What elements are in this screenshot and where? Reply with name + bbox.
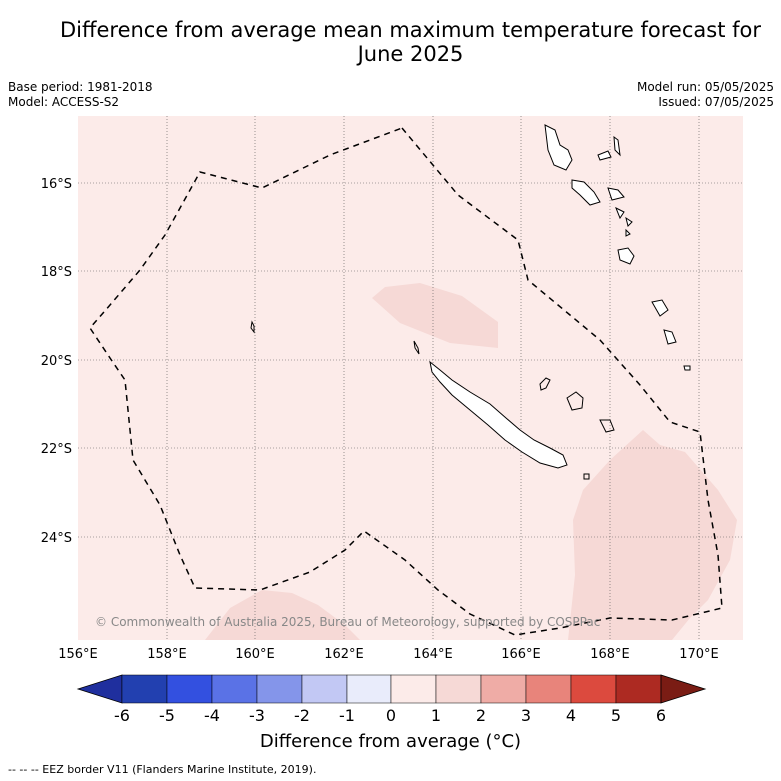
x-tick-label: 166°E <box>501 647 541 662</box>
colorbar-tick: 0 <box>386 706 396 725</box>
colorbar-segment <box>615 674 662 704</box>
colorbar-tick: 1 <box>431 706 441 725</box>
colorbar-segment <box>301 674 348 704</box>
colorbar-tick: -2 <box>294 706 310 725</box>
colorbar-segment <box>211 674 258 704</box>
base-period: Base period: 1981-2018 <box>8 80 153 94</box>
title-line-2: June 2025 <box>357 42 464 66</box>
chesterfield-island <box>250 320 255 334</box>
colorbar-segment <box>570 674 617 704</box>
y-tick-label: 24°S <box>41 531 72 546</box>
colorbar-tick: 2 <box>476 706 486 725</box>
belep-islands <box>413 340 420 355</box>
colorbar-tick: -5 <box>159 706 175 725</box>
loyalty-island-lifou <box>566 391 584 411</box>
colorbar-segment <box>256 674 303 704</box>
map-title: Difference from average mean maximum tem… <box>40 18 781 66</box>
x-tick-label: 168°E <box>590 647 630 662</box>
colorbar-segment <box>480 674 527 704</box>
colorbar-tick: 4 <box>566 706 576 725</box>
isle-of-pines <box>583 473 590 480</box>
eez-legend-footer: -- -- -- EEZ border V11 (Flanders Marine… <box>8 763 317 776</box>
model-run: Model run: 05/05/2025 <box>636 80 774 94</box>
gridlines <box>78 116 743 640</box>
model-name: Model: ACCESS-S2 <box>8 95 120 109</box>
y-axis-labels: 16°S 18°S 20°S 22°S 24°S <box>41 177 72 546</box>
colorbar-tick: 6 <box>656 706 666 725</box>
x-tick-label: 156°E <box>58 647 98 662</box>
x-tick-label: 162°E <box>324 647 364 662</box>
colorbar-tick: 3 <box>521 706 531 725</box>
colorbar-tick: -6 <box>114 706 130 725</box>
colorbar-segment <box>346 674 392 704</box>
colorbar-segment <box>435 674 482 704</box>
new-caledonia-island <box>429 360 568 469</box>
warm-patch-north <box>372 283 498 348</box>
colorbar-tick: -3 <box>249 706 265 725</box>
colorbar-label: Difference from average (°C) <box>259 731 522 752</box>
x-axis-labels: 156°E 158°E 160°E 162°E 164°E 166°E 168°… <box>58 647 719 662</box>
colorbar-low-extension <box>76 674 123 704</box>
y-tick-label: 16°S <box>41 177 72 192</box>
colorbar: -6 -5 -4 -3 -2 -1 0 1 2 3 4 5 6 <box>76 674 707 725</box>
title-line-1: Difference from average mean maximum tem… <box>60 18 761 42</box>
y-tick-label: 22°S <box>41 442 72 457</box>
x-tick-label: 160°E <box>235 647 275 662</box>
warm-patch-south <box>205 590 360 640</box>
colorbar-tick: -4 <box>204 706 220 725</box>
colorbar-segment <box>525 674 572 704</box>
colorbar-tick: 5 <box>611 706 621 725</box>
x-tick-label: 164°E <box>413 647 453 662</box>
eez-border <box>89 127 723 636</box>
meta-right: Model run: 05/05/2025 Issued: 07/05/2025 <box>637 80 774 110</box>
colorbar-segment <box>121 674 168 704</box>
copyright-notice: © Commonwealth of Australia 2025, Bureau… <box>95 615 600 629</box>
loyalty-island-mare <box>599 419 615 433</box>
meta-left: Base period: 1981-2018 Model: ACCESS-S2 <box>8 80 153 110</box>
vanuatu-islands <box>544 124 691 371</box>
colorbar-tick-labels: -6 -5 -4 -3 -2 -1 0 1 2 3 4 5 6 <box>114 706 666 725</box>
x-tick-label: 158°E <box>147 647 187 662</box>
loyalty-island-ouvea <box>539 377 551 391</box>
colorbar-segment <box>166 674 213 704</box>
y-tick-label: 20°S <box>41 354 72 369</box>
colorbar-high-extension <box>660 674 707 704</box>
x-tick-label: 170°E <box>679 647 719 662</box>
colorbar-tick: -1 <box>339 706 355 725</box>
colorbar-segment <box>390 674 437 704</box>
issued-date: Issued: 07/05/2025 <box>658 95 774 109</box>
y-tick-label: 18°S <box>41 265 72 280</box>
